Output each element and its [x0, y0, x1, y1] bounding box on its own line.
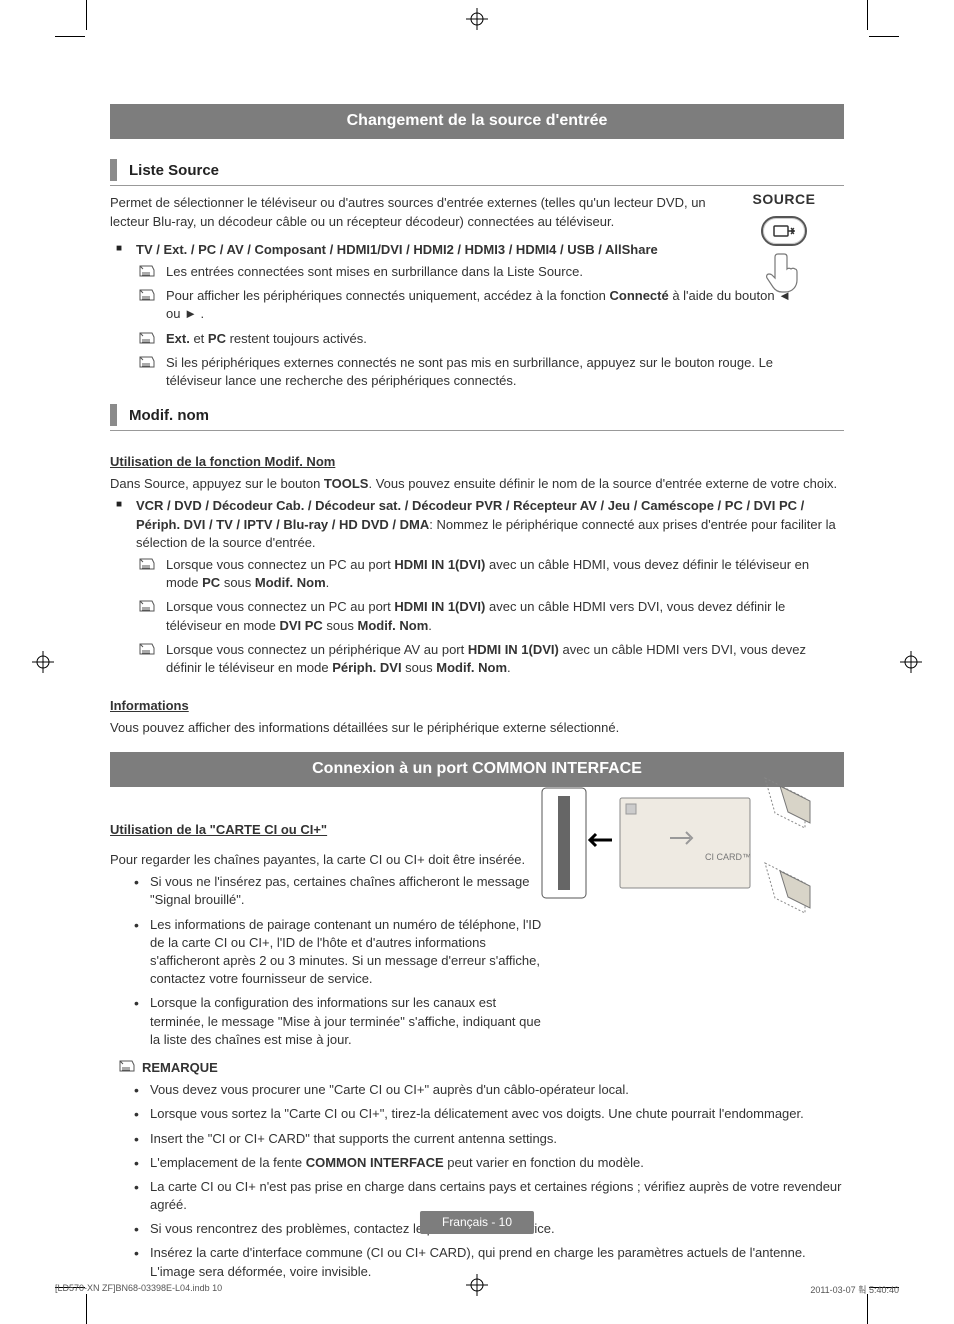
remark-label: REMARQUE [142, 1059, 218, 1077]
item-heading: VCR / DVD / Décodeur Cab. / Décodeur sat… [136, 498, 836, 549]
page-number-badge: Français - 10 [420, 1211, 534, 1234]
heading-accent-bar [110, 159, 117, 181]
ci-card-diagram: COMMON INTERFACE CI CARD™ [540, 768, 840, 928]
crop-mark [867, 1294, 868, 1324]
underlined-heading: Utilisation de la fonction Modif. Nom [110, 453, 335, 471]
note-text: Ext. et PC restent toujours activés. [166, 331, 367, 346]
paragraph: Pour regarder les chaînes payantes, la c… [110, 851, 530, 869]
bullet-item: Les informations de pairage contenant un… [150, 916, 550, 989]
note-icon [138, 331, 156, 345]
ci-slot-label: COMMON INTERFACE [572, 825, 578, 888]
subheading-text: Liste Source [129, 160, 219, 181]
note-item: Les entrées connectées sont mises en sur… [162, 263, 802, 281]
print-footer: [LD570-XN ZF]BN68-03398E-L04.indb 10 201… [55, 1283, 899, 1296]
note-text: Lorsque vous connectez un PC au port HDM… [166, 599, 785, 632]
list-item: TV / Ext. / PC / AV / Composant / HDMI1/… [136, 241, 844, 390]
bullet-item: La carte CI ou CI+ n'est pas prise en ch… [150, 1178, 844, 1214]
crop-mark [86, 0, 87, 30]
note-item: Si les périphériques externes connectés … [162, 354, 802, 390]
print-footer-right: 2011-03-07 ᄒᆑ 5:40:40 [810, 1283, 899, 1296]
page-content: Changement de la source d'entrée Liste S… [110, 90, 844, 1254]
crop-mark [86, 1294, 87, 1324]
note-icon [138, 599, 156, 613]
paragraph: Dans Source, appuyez sur le bouton TOOLS… [110, 475, 844, 493]
ci-card-label: CI CARD™ [705, 852, 751, 862]
bullet-item: Insérez la carte d'interface commune (CI… [150, 1244, 844, 1280]
registration-mark-icon [466, 8, 488, 30]
source-label: SOURCE [744, 190, 824, 210]
heading-accent-bar [110, 404, 117, 426]
note-icon [138, 288, 156, 302]
subheading-liste-source: Liste Source [110, 159, 844, 186]
crop-mark [867, 0, 868, 30]
item-heading: TV / Ext. / PC / AV / Composant / HDMI1/… [136, 242, 658, 257]
note-item: Ext. et PC restent toujours activés. [162, 330, 802, 348]
list-item: VCR / DVD / Décodeur Cab. / Décodeur sat… [136, 497, 844, 677]
underlined-heading: Utilisation de la "CARTE CI ou CI+" [110, 821, 327, 839]
bullet-item: Vous devez vous procurer une "Carte CI o… [150, 1081, 844, 1099]
note-item: Lorsque vous connectez un périphérique A… [162, 641, 844, 677]
bullet-item: Lorsque la configuration des information… [150, 994, 550, 1049]
bullet-item: L'emplacement de la fente COMMON INTERFA… [150, 1154, 844, 1172]
note-text: Lorsque vous connectez un PC au port HDM… [166, 557, 809, 590]
note-icon [118, 1059, 136, 1073]
note-icon [138, 557, 156, 571]
note-text: Lorsque vous connectez un périphérique A… [166, 642, 806, 675]
subheading-modif-nom: Modif. nom [110, 404, 844, 431]
note-item: Pour afficher les périphériques connecté… [162, 287, 802, 323]
print-footer-left: [LD570-XN ZF]BN68-03398E-L04.indb 10 [55, 1283, 222, 1296]
note-icon [138, 642, 156, 656]
section-title: Changement de la source d'entrée [110, 104, 844, 139]
bullet-item: Insert the "CI or CI+ CARD" that support… [150, 1130, 844, 1148]
crop-mark [869, 36, 899, 37]
note-icon [138, 355, 156, 369]
remark-heading: REMARQUE [110, 1059, 844, 1077]
note-text: Pour afficher les périphériques connecté… [166, 288, 791, 321]
intro-paragraph: Permet de sélectionner le téléviseur ou … [110, 194, 710, 230]
bullet-item: Si vous ne l'insérez pas, certaines chaî… [150, 873, 550, 909]
note-item: Lorsque vous connectez un PC au port HDM… [162, 598, 844, 634]
underlined-heading: Informations [110, 697, 189, 715]
note-icon [138, 264, 156, 278]
registration-mark-icon [900, 651, 922, 673]
crop-mark [55, 36, 85, 37]
paragraph: Vous pouvez afficher des informations dé… [110, 719, 844, 737]
registration-mark-icon [32, 651, 54, 673]
note-text: Les entrées connectées sont mises en sur… [166, 264, 583, 279]
note-text: Si les périphériques externes connectés … [166, 355, 773, 388]
bullet-item: Lorsque vous sortez la "Carte CI ou CI+"… [150, 1105, 844, 1123]
subheading-text: Modif. nom [129, 405, 209, 426]
note-item: Lorsque vous connectez un PC au port HDM… [162, 556, 844, 592]
